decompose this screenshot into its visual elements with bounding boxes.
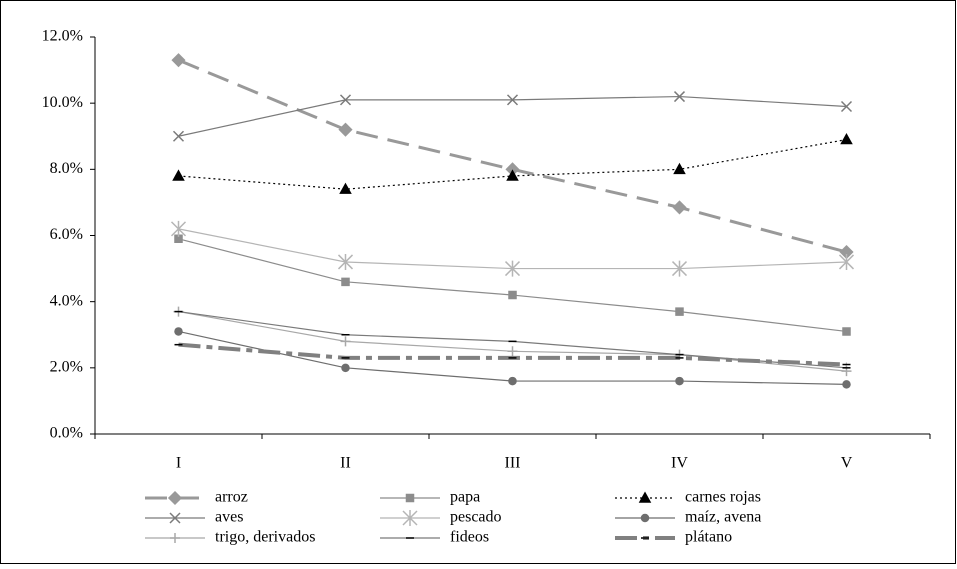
y-tick-label: 12.0% [42, 28, 83, 45]
data-point [842, 327, 851, 336]
y-tick-label: 2.0% [50, 359, 83, 376]
legend-marker [638, 491, 652, 503]
data-point [338, 122, 353, 137]
x-tick-label: V [841, 455, 853, 472]
data-point [838, 253, 855, 270]
y-tick-label: 6.0% [50, 226, 83, 243]
legend-label: trigo, derivados [215, 529, 315, 546]
data-point [504, 260, 521, 277]
legend-marker [170, 533, 180, 543]
data-point [840, 100, 853, 113]
data-point [339, 182, 352, 194]
data-point [671, 260, 688, 277]
legend-label: maíz, avena [685, 509, 761, 526]
series-line [177, 58, 847, 254]
data-point [171, 53, 186, 68]
legend-label: fideos [450, 529, 489, 546]
data-point [341, 277, 350, 287]
legend-marker [402, 510, 418, 526]
data-point [673, 91, 686, 103]
legend-marker [640, 513, 650, 523]
data-point [506, 94, 519, 106]
legend-marker [169, 512, 181, 524]
series-line [178, 238, 847, 333]
legend-label: carnes rojas [685, 489, 761, 506]
data-point [340, 336, 351, 347]
legend-label: pescado [450, 509, 502, 526]
x-tick-label: III [505, 455, 521, 472]
data-point [508, 376, 517, 386]
data-point [842, 380, 851, 389]
x-tick-label: II [340, 455, 351, 472]
data-point [174, 234, 183, 244]
data-point [174, 327, 183, 336]
legend-label: plátano [685, 529, 732, 546]
legend-label: papa [450, 489, 480, 506]
data-point [840, 133, 853, 145]
legend-marker [167, 490, 183, 506]
data-point [507, 346, 518, 357]
data-point [675, 376, 684, 386]
data-point [337, 253, 354, 270]
data-point [170, 220, 187, 237]
data-point [341, 363, 350, 373]
data-point [675, 307, 684, 316]
data-point [672, 200, 687, 215]
data-point [673, 162, 686, 175]
data-point [506, 169, 519, 181]
x-tick-label: IV [671, 455, 688, 472]
legend-label: arroz [215, 489, 248, 506]
data-point [339, 94, 352, 106]
y-tick-label: 4.0% [50, 292, 83, 309]
x-tick-label: I [176, 455, 181, 472]
y-tick-label: 8.0% [50, 160, 83, 177]
data-point [172, 169, 185, 181]
y-tick-label: 10.0% [42, 94, 83, 111]
data-point [172, 130, 185, 142]
legend-marker [405, 493, 415, 503]
data-point [508, 290, 517, 300]
legend-label: aves [215, 509, 243, 526]
y-tick-label: 0.0% [50, 425, 83, 442]
